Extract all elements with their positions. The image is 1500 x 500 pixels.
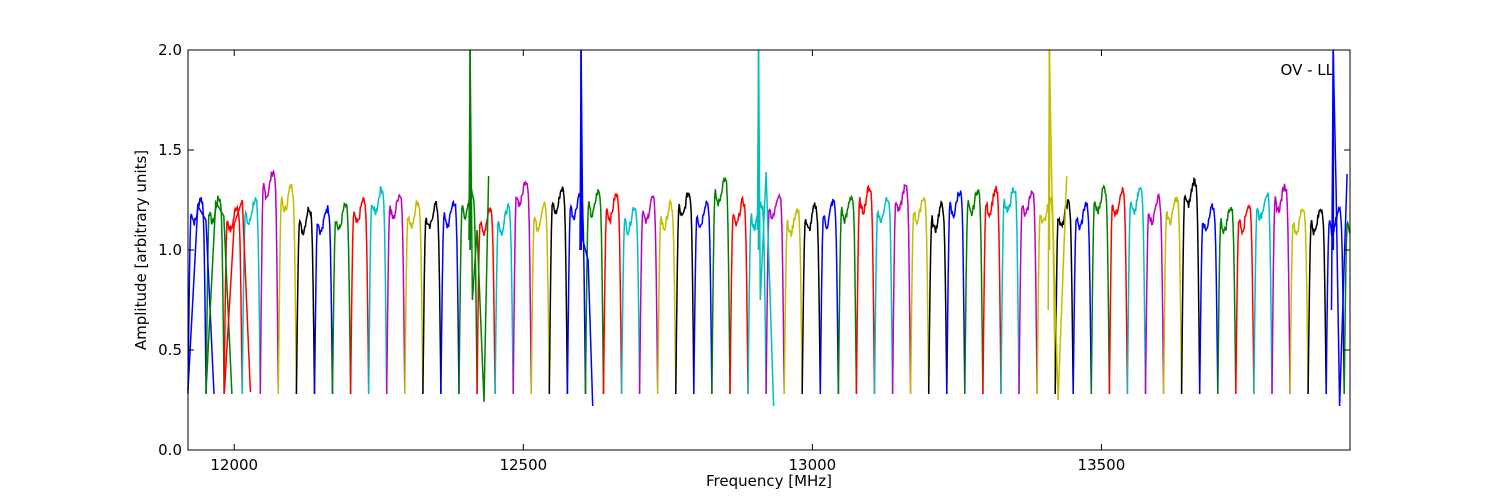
series-line-3 [223, 199, 252, 393]
channel-band-58 [1217, 206, 1237, 395]
channel-band-11 [367, 186, 388, 395]
channel-band-21 [548, 186, 569, 395]
channel-band-6 [277, 183, 298, 395]
channel-band-13 [404, 200, 424, 395]
channel-band-17 [476, 206, 496, 395]
channel-band-25 [620, 206, 641, 395]
channel-band-7 [295, 206, 316, 395]
channel-band-10 [349, 197, 370, 395]
channel-band-27 [656, 198, 677, 395]
channel-band-49 [1054, 199, 1074, 395]
channel-band-29 [693, 200, 713, 395]
y-tick-label: 1.0 [158, 241, 182, 259]
channel-band-51 [1090, 184, 1111, 395]
channel-band-45 [982, 185, 1002, 395]
channel-band-3 [223, 204, 243, 395]
channel-band-31 [729, 195, 749, 395]
y-tick-label: 0.5 [158, 341, 182, 359]
x-tick-label: 13500 [1078, 456, 1126, 474]
channel-band-46 [1000, 187, 1020, 395]
channel-band-52 [1108, 187, 1129, 395]
channel-band-43 [946, 190, 966, 395]
channel-band-55 [1162, 196, 1183, 395]
channel-band-18 [494, 202, 514, 395]
channel-band-44 [964, 189, 984, 395]
channel-band-35 [801, 202, 822, 395]
channel-band-36 [819, 198, 840, 395]
channel-band-20 [530, 201, 551, 395]
y-tick-label: 0.0 [158, 441, 182, 459]
channel-band-12 [385, 194, 406, 395]
channel-band-57 [1198, 203, 1219, 395]
channel-band-19 [512, 180, 533, 395]
channel-band-63 [1307, 208, 1327, 395]
channel-band-53 [1126, 186, 1147, 395]
y-axis-label: Amplitude [arbitrary units] [132, 150, 150, 350]
channel-band-62 [1289, 208, 1309, 395]
channel-band-38 [855, 184, 876, 395]
series-layer [187, 49, 1351, 407]
channel-band-60 [1253, 192, 1273, 395]
channel-band-42 [927, 200, 948, 395]
channel-band-54 [1144, 192, 1165, 395]
channel-band-28 [675, 192, 695, 395]
channel-band-34 [783, 208, 803, 395]
channel-band-26 [638, 195, 659, 395]
tick-layer: 12000 12500 13000 13500 0.0 0.5 1.0 1.5 2.0 [158, 41, 1350, 474]
channel-band-64 [1325, 205, 1345, 395]
channel-band-50 [1072, 201, 1093, 395]
y-tick-label: 2.0 [158, 41, 182, 59]
channel-band-59 [1235, 204, 1255, 395]
channel-band-8 [313, 205, 334, 395]
channel-band-23 [584, 189, 605, 395]
channel-band-47 [1018, 189, 1038, 395]
x-tick-label: 13000 [788, 456, 836, 474]
channel-band-30 [711, 176, 731, 395]
channel-band-4 [241, 196, 262, 395]
series-line-2 [205, 199, 233, 395]
channel-band-24 [602, 192, 623, 395]
channel-band-37 [837, 194, 858, 395]
channel-band-40 [891, 183, 912, 395]
channel-band-61 [1271, 183, 1291, 395]
x-axis-label: Frequency [MHz] [706, 472, 832, 490]
channel-band-65 [1343, 219, 1351, 395]
channel-band-5 [259, 169, 280, 395]
channel-band-16 [458, 188, 478, 395]
channel-band-39 [873, 197, 894, 395]
y-tick-label: 1.5 [158, 141, 182, 159]
channel-band-9 [331, 201, 352, 395]
channel-band-14 [422, 200, 442, 395]
x-tick-label: 12500 [499, 456, 547, 474]
chart-annotation: OV - LL [1281, 61, 1335, 79]
channel-band-33 [765, 192, 785, 395]
channel-band-56 [1180, 176, 1201, 395]
channel-band-15 [440, 199, 460, 395]
channel-band-41 [909, 196, 930, 395]
x-tick-label: 12000 [210, 456, 258, 474]
